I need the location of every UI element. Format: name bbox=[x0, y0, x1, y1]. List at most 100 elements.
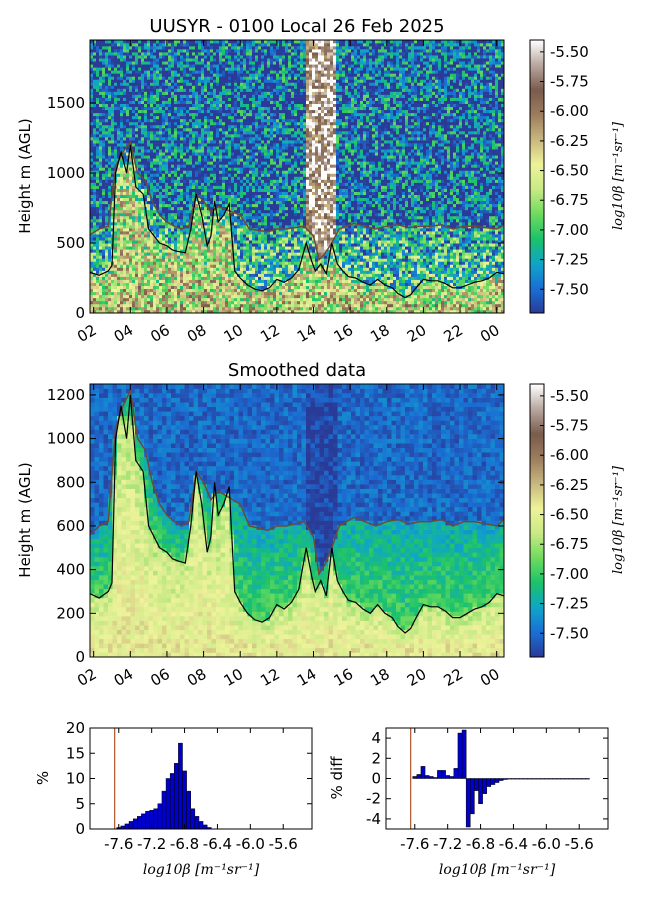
heatmap-cell bbox=[147, 152, 151, 156]
heatmap-cell bbox=[123, 185, 127, 189]
heatmap-cell bbox=[111, 52, 115, 56]
heatmap-cell bbox=[219, 179, 223, 183]
heatmap-cell bbox=[108, 188, 112, 192]
heatmap-cell bbox=[114, 70, 118, 74]
heatmap-cell bbox=[102, 61, 106, 65]
heatmap-cell bbox=[147, 291, 151, 296]
heatmap-cell bbox=[198, 155, 202, 159]
heatmap-cell bbox=[198, 149, 202, 153]
heatmap-cell bbox=[180, 194, 184, 199]
heatmap-cell bbox=[108, 49, 112, 53]
heatmap-cell bbox=[147, 285, 151, 290]
heatmap-cell bbox=[222, 143, 226, 147]
heatmap-cell bbox=[180, 261, 184, 265]
heatmap-cell bbox=[171, 124, 175, 129]
heatmap-cell bbox=[249, 124, 253, 129]
heatmap-cell bbox=[255, 203, 259, 208]
heatmap-cell bbox=[195, 64, 199, 68]
heatmap-cell bbox=[126, 76, 130, 80]
heatmap-cell bbox=[231, 67, 235, 71]
heatmap-cell bbox=[141, 67, 145, 71]
heatmap-cell bbox=[93, 258, 97, 262]
heatmap-cell bbox=[147, 85, 151, 89]
heatmap-cell bbox=[189, 58, 193, 62]
heatmap-cell bbox=[108, 231, 112, 235]
heatmap-cell bbox=[228, 170, 232, 174]
heatmap-cell bbox=[213, 215, 217, 220]
heatmap-cell bbox=[231, 173, 235, 177]
heatmap-cell bbox=[225, 155, 229, 159]
heatmap-cell bbox=[195, 285, 199, 290]
heatmap-cell bbox=[93, 279, 97, 283]
heatmap-cell bbox=[201, 109, 205, 114]
heatmap-cell bbox=[90, 61, 94, 65]
heatmap-cell bbox=[234, 297, 238, 302]
heatmap-cell bbox=[129, 173, 133, 177]
heatmap-cell bbox=[102, 185, 106, 189]
heatmap-cell bbox=[90, 40, 94, 44]
heatmap-cell bbox=[174, 49, 178, 53]
heatmap-cell bbox=[159, 76, 163, 80]
heatmap-cell bbox=[237, 279, 241, 283]
heatmap-cell bbox=[171, 73, 175, 77]
heatmap-cell bbox=[207, 46, 211, 50]
heatmap-cell bbox=[114, 300, 118, 305]
heatmap-cell bbox=[219, 73, 223, 77]
heatmap-cell bbox=[171, 225, 175, 229]
heatmap-cell bbox=[234, 300, 238, 305]
heatmap-cell bbox=[114, 203, 118, 208]
heatmap-cell bbox=[141, 246, 145, 250]
heatmap-cell bbox=[255, 288, 259, 293]
heatmap-cell bbox=[96, 115, 100, 120]
heatmap-cell bbox=[246, 121, 250, 126]
heatmap-cell bbox=[192, 164, 196, 168]
heatmap-cell bbox=[216, 55, 220, 59]
heatmap-cell bbox=[162, 225, 166, 229]
heatmap-cell bbox=[168, 228, 172, 232]
heatmap-cell bbox=[219, 197, 223, 202]
heatmap-cell bbox=[213, 64, 217, 68]
heatmap-cell bbox=[231, 270, 235, 274]
heatmap-cell bbox=[249, 237, 253, 241]
heatmap-cell bbox=[210, 161, 214, 165]
heatmap-cell bbox=[156, 82, 160, 86]
heatmap-cell bbox=[177, 115, 181, 120]
heatmap-cell bbox=[123, 152, 127, 156]
heatmap-cell bbox=[102, 288, 106, 293]
heatmap-cell bbox=[138, 49, 142, 53]
heatmap-cell bbox=[222, 182, 226, 186]
heatmap-cell bbox=[204, 43, 208, 47]
heatmap-cell bbox=[246, 237, 250, 241]
heatmap-cell bbox=[252, 225, 256, 229]
heatmap-cell bbox=[138, 124, 142, 129]
heatmap-cell bbox=[201, 134, 205, 138]
heatmap-cell bbox=[147, 103, 151, 108]
heatmap-cell bbox=[243, 282, 247, 286]
heatmap-cell bbox=[192, 167, 196, 171]
heatmap-cell bbox=[213, 124, 217, 129]
heatmap-cell bbox=[255, 258, 259, 262]
heatmap-cell bbox=[123, 121, 127, 126]
heatmap-cell bbox=[171, 112, 175, 117]
heatmap-cell bbox=[144, 194, 148, 199]
heatmap-cell bbox=[231, 252, 235, 256]
heatmap-cell bbox=[195, 109, 199, 114]
heatmap-cell bbox=[189, 70, 193, 74]
heatmap-cell bbox=[120, 228, 124, 232]
heatmap-cell bbox=[138, 103, 142, 108]
heatmap-cell bbox=[207, 176, 211, 180]
heatmap-cell bbox=[165, 303, 169, 308]
heatmap-cell bbox=[189, 179, 193, 183]
heatmap-cell bbox=[144, 203, 148, 208]
heatmap-cell bbox=[147, 70, 151, 74]
heatmap-cell bbox=[96, 222, 100, 226]
heatmap-cell bbox=[204, 276, 208, 280]
heatmap-cell bbox=[183, 270, 187, 274]
heatmap-cell bbox=[111, 215, 115, 220]
heatmap-cell bbox=[153, 85, 157, 89]
heatmap-cell bbox=[123, 264, 127, 268]
heatmap-cell bbox=[96, 182, 100, 186]
heatmap-cell bbox=[135, 270, 139, 274]
heatmap-cell bbox=[120, 252, 124, 256]
heatmap-cell bbox=[123, 240, 127, 244]
